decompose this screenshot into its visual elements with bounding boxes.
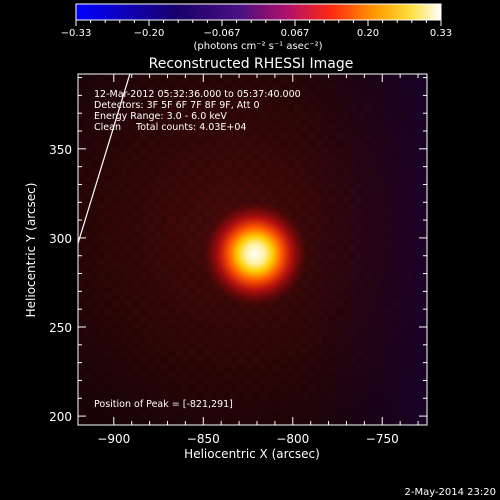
colorbar-tick-label: −0.067 — [203, 28, 240, 39]
colorbar-tick-labels: −0.33 −0.20 −0.067 0.067 0.20 0.33 — [61, 28, 452, 39]
info-detectors: Detectors: 3F 5F 6F 7F 8F 9F, Att 0 — [94, 100, 260, 111]
solar-limb-line — [78, 74, 131, 244]
x-axis: −900 −850 −800 −750 — [97, 74, 419, 446]
info-clean-counts: Clean Total counts: 4.03E+04 — [94, 122, 246, 133]
plot-frame — [77, 73, 428, 426]
colorbar-tick-label: 0.33 — [430, 28, 452, 39]
peak-position-label: Position of Peak = [-821,291] — [94, 399, 233, 410]
y-tick-label: 200 — [49, 410, 72, 424]
y-tick-label: 250 — [49, 321, 72, 335]
x-axis-label: Heliocentric X (arcsec) — [184, 447, 320, 461]
x-tick-label: −900 — [97, 432, 130, 446]
y-tick-label: 350 — [49, 143, 72, 157]
colorbar-ticks — [75, 20, 442, 26]
colorbar-tick-label: 0.20 — [357, 28, 379, 39]
info-energy-range: Energy Range: 3.0 - 6.0 keV — [94, 111, 227, 122]
y-axis-label: Heliocentric Y (arcsec) — [24, 183, 38, 318]
colorbar-unit-label: (photons cm⁻² s⁻¹ asec⁻²) — [193, 41, 322, 52]
x-tick-label: −800 — [276, 432, 309, 446]
y-tick-label: 300 — [49, 232, 72, 246]
y-axis: 200 250 300 350 — [49, 77, 427, 424]
colorbar-tick-label: −0.33 — [61, 28, 92, 39]
x-tick-label: −850 — [187, 432, 220, 446]
footer-date: 2-May-2014 23:20 — [404, 487, 496, 498]
colorbar-tick-label: 0.067 — [281, 28, 310, 39]
colorbar-tick-label: −0.20 — [134, 28, 165, 39]
flare-source — [200, 198, 311, 309]
x-tick-label: −750 — [366, 432, 399, 446]
info-time-range: 12-Mar-2012 05:32:36.000 to 05:37:40.000 — [94, 89, 301, 100]
image-area — [78, 74, 427, 425]
colorbar — [75, 3, 442, 21]
chart-title: Reconstructed RHESSI Image — [149, 56, 354, 72]
